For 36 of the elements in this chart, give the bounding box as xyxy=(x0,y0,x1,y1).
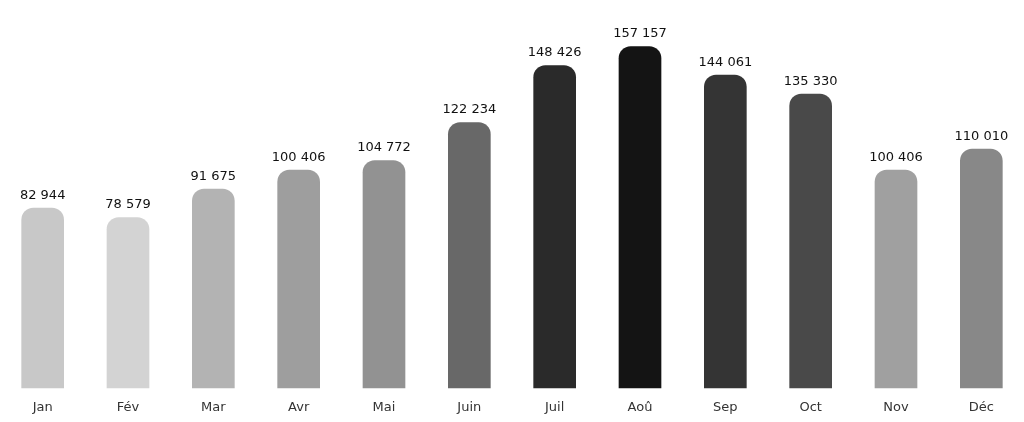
bar xyxy=(704,74,747,389)
bar xyxy=(106,217,150,389)
x-tick-label: Avr xyxy=(288,398,310,414)
data-label: 122 234 xyxy=(442,101,497,117)
bar xyxy=(874,169,918,389)
x-tick-label: Aoû xyxy=(627,398,653,414)
bar xyxy=(789,93,832,389)
x-tick-label: Oct xyxy=(799,398,822,414)
bar xyxy=(960,148,1003,389)
bar xyxy=(448,122,491,389)
data-label: 148 426 xyxy=(527,44,582,60)
data-label: 157 157 xyxy=(613,25,667,41)
data-label: 82 944 xyxy=(19,186,66,202)
x-tick-label: Nov xyxy=(883,398,909,414)
x-tick-label: Mar xyxy=(201,398,227,414)
x-tick-label: Fév xyxy=(116,398,140,414)
bar xyxy=(362,160,406,389)
x-tick-label: Juil xyxy=(544,398,565,414)
x-tick-label: Juin xyxy=(456,398,482,414)
bar xyxy=(618,46,662,389)
data-label: 78 579 xyxy=(105,196,151,212)
data-label: 110 010 xyxy=(954,127,1009,143)
bar xyxy=(21,207,64,389)
data-label: 104 772 xyxy=(357,139,411,155)
x-tick-label: Jan xyxy=(31,398,53,414)
bar xyxy=(533,65,576,389)
x-tick-label: Mai xyxy=(372,398,396,414)
data-label: 91 675 xyxy=(190,167,237,183)
bar xyxy=(192,188,235,389)
x-tick-label: Déc xyxy=(968,398,994,414)
data-label: 100 406 xyxy=(869,148,923,164)
data-label: 135 330 xyxy=(783,72,838,88)
x-tick-label: Sep xyxy=(713,398,738,414)
data-label: 100 406 xyxy=(271,148,326,164)
bar xyxy=(277,169,320,389)
data-label: 144 061 xyxy=(698,53,753,69)
